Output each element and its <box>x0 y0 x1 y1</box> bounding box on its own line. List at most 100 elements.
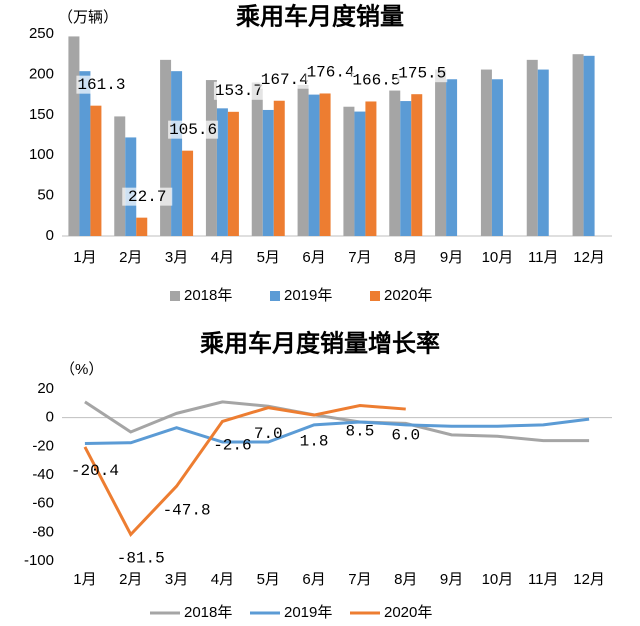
data-label: 161.3 <box>77 76 125 94</box>
x-tick-label: 5月 <box>257 249 280 266</box>
x-tick-label: 11月 <box>528 571 559 588</box>
x-tick-label: 9月 <box>440 571 463 588</box>
bar <box>583 55 595 236</box>
bar <box>125 137 137 236</box>
line <box>83 403 406 538</box>
y-tick-label: 200 <box>29 65 54 82</box>
x-tick-label: 2月 <box>119 571 142 588</box>
data-label: 153.7 <box>215 82 263 100</box>
y-tick-label: -40 <box>32 466 54 483</box>
bar <box>273 100 285 236</box>
y-tick-label: 250 <box>29 25 54 42</box>
data-label: 8.5 <box>346 423 375 441</box>
bar <box>171 71 183 236</box>
data-label: -20.4 <box>71 462 119 480</box>
data-label: -47.8 <box>163 501 211 519</box>
unit-label: （万辆） <box>58 9 118 26</box>
data-label: 1.8 <box>300 432 329 450</box>
bar <box>365 101 377 236</box>
bar <box>354 111 366 236</box>
label-bg <box>168 120 219 139</box>
y-tick-label: 0 <box>46 227 54 244</box>
y-tick-label: -80 <box>32 523 54 540</box>
bar <box>216 108 228 236</box>
x-tick-label: 4月 <box>211 249 234 266</box>
label-bg <box>213 81 264 100</box>
bar <box>114 116 126 236</box>
x-tick-label: 9月 <box>440 249 463 266</box>
data-label: 22.7 <box>128 188 166 206</box>
label-bg <box>351 71 402 90</box>
y-tick-label: 0 <box>46 409 54 426</box>
x-tick-label: 12月 <box>573 249 605 266</box>
unit-label: （%） <box>60 361 103 378</box>
x-tick-label: 6月 <box>302 571 325 588</box>
data-label: -2.6 <box>213 437 251 455</box>
bar <box>205 80 217 236</box>
bar <box>480 69 492 236</box>
x-tick-label: 10月 <box>482 249 514 266</box>
legend-label: 2020年 <box>384 604 432 621</box>
bar <box>389 90 401 236</box>
data-label: 6.0 <box>391 426 420 444</box>
bar <box>411 94 423 236</box>
bar <box>526 59 538 236</box>
legend-swatch <box>170 291 180 301</box>
line <box>84 417 590 445</box>
x-tick-label: 6月 <box>302 249 325 266</box>
label-bg <box>305 63 356 82</box>
data-label: 167.4 <box>261 71 309 89</box>
bar <box>400 101 412 237</box>
data-label: 7.0 <box>254 425 283 443</box>
legend-swatch <box>370 291 380 301</box>
x-tick-label: 11月 <box>528 249 559 266</box>
legend-label: 2019年 <box>284 604 332 621</box>
x-tick-label: 3月 <box>165 249 188 266</box>
data-label: 105.6 <box>169 121 217 139</box>
label-bg <box>397 64 448 83</box>
legend-label: 2020年 <box>384 287 432 304</box>
y-tick-label: -20 <box>32 437 54 454</box>
data-label: 166.5 <box>352 72 400 90</box>
bar <box>537 69 549 236</box>
label-bg <box>76 75 127 94</box>
legend-label: 2019年 <box>284 287 332 304</box>
bar <box>297 84 309 237</box>
x-tick-label: 1月 <box>73 249 96 266</box>
x-tick-label: 12月 <box>573 571 605 588</box>
bar <box>136 217 148 236</box>
data-label: 175.5 <box>398 64 446 82</box>
bar <box>343 106 355 236</box>
bar <box>182 150 194 236</box>
data-label: 176.4 <box>307 64 355 82</box>
bar <box>90 105 102 236</box>
bar <box>319 93 331 236</box>
bar <box>160 59 172 236</box>
bar <box>227 111 239 236</box>
bar <box>491 79 503 236</box>
bar <box>435 69 447 236</box>
y-tick-label: -100 <box>24 552 54 569</box>
y-tick-label: 50 <box>37 187 54 204</box>
label-bg <box>259 70 310 89</box>
x-tick-label: 2月 <box>119 249 142 266</box>
chart-title: 乘用车月度销量 <box>235 2 404 30</box>
bar <box>572 54 584 237</box>
data-label: -81.5 <box>117 550 165 568</box>
bar <box>251 82 263 236</box>
bar <box>262 109 274 236</box>
legend-swatch <box>270 291 280 301</box>
y-tick-label: -60 <box>32 495 54 512</box>
bar <box>68 36 80 237</box>
x-tick-label: 4月 <box>211 571 234 588</box>
x-tick-label: 10月 <box>482 571 514 588</box>
bar <box>308 94 320 236</box>
chart-title: 乘用车月度销量增长率 <box>199 329 440 357</box>
x-tick-label: 8月 <box>394 249 417 266</box>
x-tick-label: 5月 <box>257 571 280 588</box>
y-tick-label: 20 <box>37 380 54 397</box>
bar <box>79 71 91 236</box>
line <box>84 400 590 443</box>
x-tick-label: 8月 <box>394 571 417 588</box>
y-tick-label: 150 <box>29 106 54 123</box>
